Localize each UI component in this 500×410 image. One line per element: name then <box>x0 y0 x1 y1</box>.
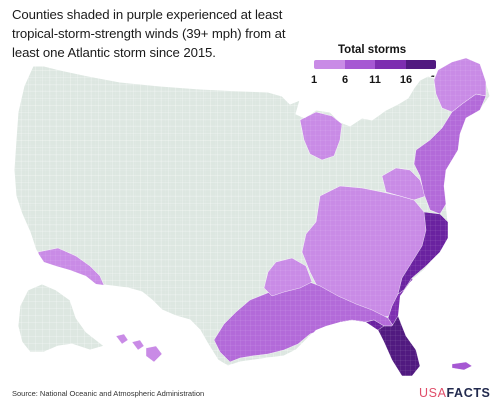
usafacts-logo: USAFACTS <box>419 386 491 400</box>
puerto-rico <box>451 361 473 371</box>
legend-tick-16: 16 <box>399 74 413 86</box>
source-note: Source: National Oceanic and Atmospheric… <box>12 389 205 398</box>
legend-swatch-1 <box>314 60 345 69</box>
alaska <box>17 283 105 353</box>
legend-swatch-2 <box>344 60 375 69</box>
logo-facts: FACTS <box>446 386 491 400</box>
legend-tick-1: 1 <box>310 74 318 86</box>
legend-swatch-4 <box>405 60 436 69</box>
hawaii <box>115 333 163 363</box>
legend-tick-6: 6 <box>341 74 349 86</box>
legend: Total storms 1 6 11 16 20 <box>306 44 446 90</box>
legend-swatch-3 <box>375 60 406 69</box>
legend-color-scale <box>314 60 436 69</box>
legend-title: Total storms <box>338 44 407 56</box>
legend-tick-11: 11 <box>369 74 381 86</box>
map-title: Counties shaded in purple experienced at… <box>12 7 286 60</box>
logo-usa: USA <box>419 386 447 400</box>
